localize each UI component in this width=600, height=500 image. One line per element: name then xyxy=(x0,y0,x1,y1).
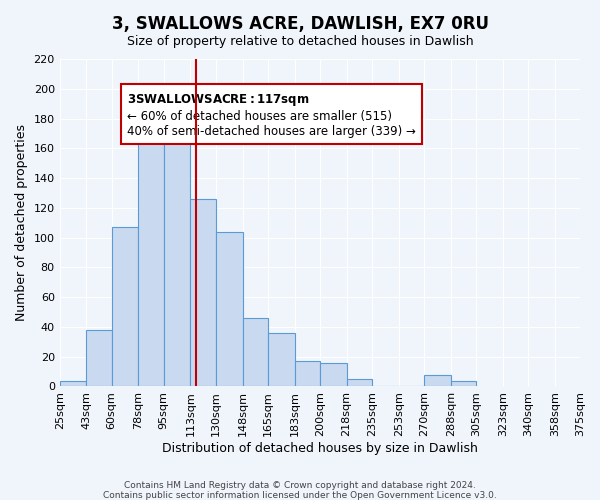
Text: $\bf{3 SWALLOWS ACRE: 117sqm}$
← 60% of detached houses are smaller (515)
40% of: $\bf{3 SWALLOWS ACRE: 117sqm}$ ← 60% of … xyxy=(127,92,416,138)
Bar xyxy=(112,227,139,386)
Bar xyxy=(139,124,164,386)
Y-axis label: Number of detached properties: Number of detached properties xyxy=(15,124,28,321)
Text: Size of property relative to detached houses in Dawlish: Size of property relative to detached ho… xyxy=(127,35,473,48)
Bar xyxy=(164,126,190,386)
Bar xyxy=(86,330,112,386)
Bar xyxy=(216,232,242,386)
Bar xyxy=(451,380,476,386)
X-axis label: Distribution of detached houses by size in Dawlish: Distribution of detached houses by size … xyxy=(162,442,478,455)
Bar xyxy=(320,362,347,386)
Bar xyxy=(242,318,268,386)
Text: 3, SWALLOWS ACRE, DAWLISH, EX7 0RU: 3, SWALLOWS ACRE, DAWLISH, EX7 0RU xyxy=(112,15,488,33)
Bar xyxy=(295,361,320,386)
Bar xyxy=(268,333,295,386)
Bar xyxy=(347,379,372,386)
Bar xyxy=(59,380,86,386)
Text: Contains public sector information licensed under the Open Government Licence v3: Contains public sector information licen… xyxy=(103,491,497,500)
Text: Contains HM Land Registry data © Crown copyright and database right 2024.: Contains HM Land Registry data © Crown c… xyxy=(124,481,476,490)
Bar xyxy=(190,199,216,386)
Bar xyxy=(424,374,451,386)
